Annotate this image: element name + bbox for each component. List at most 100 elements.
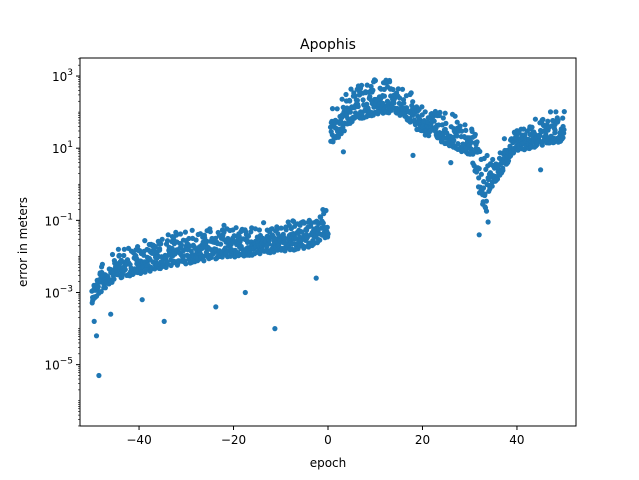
data-point <box>186 235 192 242</box>
data-point <box>483 198 489 204</box>
x-axis-label: epoch <box>310 456 347 470</box>
data-point <box>116 252 122 258</box>
data-point <box>407 119 413 125</box>
data-point <box>459 128 465 134</box>
data-point <box>98 289 104 295</box>
data-point <box>221 222 227 228</box>
data-point <box>501 136 507 142</box>
data-point <box>245 233 252 239</box>
data-point <box>188 248 194 254</box>
data-point <box>142 238 148 244</box>
data-point <box>278 225 284 231</box>
data-point <box>347 98 353 104</box>
data-point <box>431 118 437 124</box>
x-tick-label: −40 <box>126 433 151 447</box>
data-point <box>329 106 336 112</box>
data-point <box>339 96 345 102</box>
data-point <box>93 333 100 339</box>
data-point <box>301 220 307 226</box>
data-point <box>561 109 567 115</box>
data-point <box>334 106 340 112</box>
data-point <box>532 116 539 122</box>
y-axis-ticks: 103 101 10−1 10−3 10−5 <box>44 58 80 427</box>
y-tick-label: 10−5 <box>44 357 73 373</box>
x-tick-label: 0 <box>324 433 332 447</box>
data-point <box>193 237 199 243</box>
data-point <box>401 100 407 106</box>
data-point <box>221 229 227 235</box>
data-point <box>324 224 330 230</box>
data-point <box>494 176 501 182</box>
data-point <box>391 100 397 106</box>
data-point <box>510 150 517 156</box>
data-point <box>118 257 124 263</box>
data-point <box>173 232 180 238</box>
data-point <box>323 207 329 214</box>
data-point <box>359 82 365 88</box>
data-point <box>560 135 566 141</box>
data-point <box>201 258 207 264</box>
data-point <box>476 232 482 238</box>
data-point <box>165 232 171 238</box>
data-point <box>364 101 370 107</box>
data-point <box>397 95 403 101</box>
data-point <box>480 185 487 191</box>
data-point <box>122 267 128 273</box>
data-point <box>367 94 373 100</box>
data-point <box>552 127 558 133</box>
data-point <box>388 107 394 113</box>
data-point <box>485 219 491 225</box>
data-point <box>408 90 414 96</box>
data-point <box>483 208 490 214</box>
data-point <box>372 78 378 84</box>
data-point <box>157 247 163 253</box>
y-tick-label: 10−1 <box>44 212 73 228</box>
data-point <box>370 87 376 93</box>
data-point <box>539 142 545 148</box>
data-point <box>164 238 171 244</box>
data-point <box>204 238 210 244</box>
data-point <box>500 160 506 166</box>
data-point <box>152 244 159 250</box>
data-point <box>313 275 319 281</box>
x-tick-label: 40 <box>509 433 524 447</box>
data-point <box>476 175 482 181</box>
data-point <box>158 241 164 247</box>
data-point <box>419 104 425 110</box>
data-point <box>95 284 101 290</box>
data-point <box>360 97 366 103</box>
y-tick-label: 10−3 <box>44 285 73 301</box>
data-point <box>472 131 478 138</box>
data-point <box>545 118 551 124</box>
data-point <box>272 326 278 332</box>
data-point <box>352 93 358 99</box>
data-point <box>102 285 108 291</box>
data-point <box>340 149 346 155</box>
data-point <box>387 79 393 85</box>
data-point <box>505 158 512 164</box>
data-point <box>189 227 195 233</box>
data-point <box>432 108 438 115</box>
data-point <box>529 124 535 130</box>
data-point <box>481 179 487 185</box>
data-point <box>283 227 289 233</box>
data-point <box>256 227 262 233</box>
y-tick-label: 101 <box>52 140 73 156</box>
data-point <box>451 137 457 143</box>
data-point <box>364 82 370 88</box>
data-point <box>477 148 483 155</box>
data-point <box>468 139 474 145</box>
data-point <box>347 109 353 115</box>
data-point <box>540 116 546 123</box>
data-point <box>213 235 219 241</box>
data-point <box>395 86 401 92</box>
data-point <box>261 220 267 226</box>
data-point <box>500 167 506 173</box>
data-point <box>242 289 248 296</box>
data-point <box>399 86 406 92</box>
data-point <box>201 254 207 260</box>
data-point <box>489 183 495 189</box>
data-point <box>484 152 490 159</box>
data-point <box>218 241 224 247</box>
